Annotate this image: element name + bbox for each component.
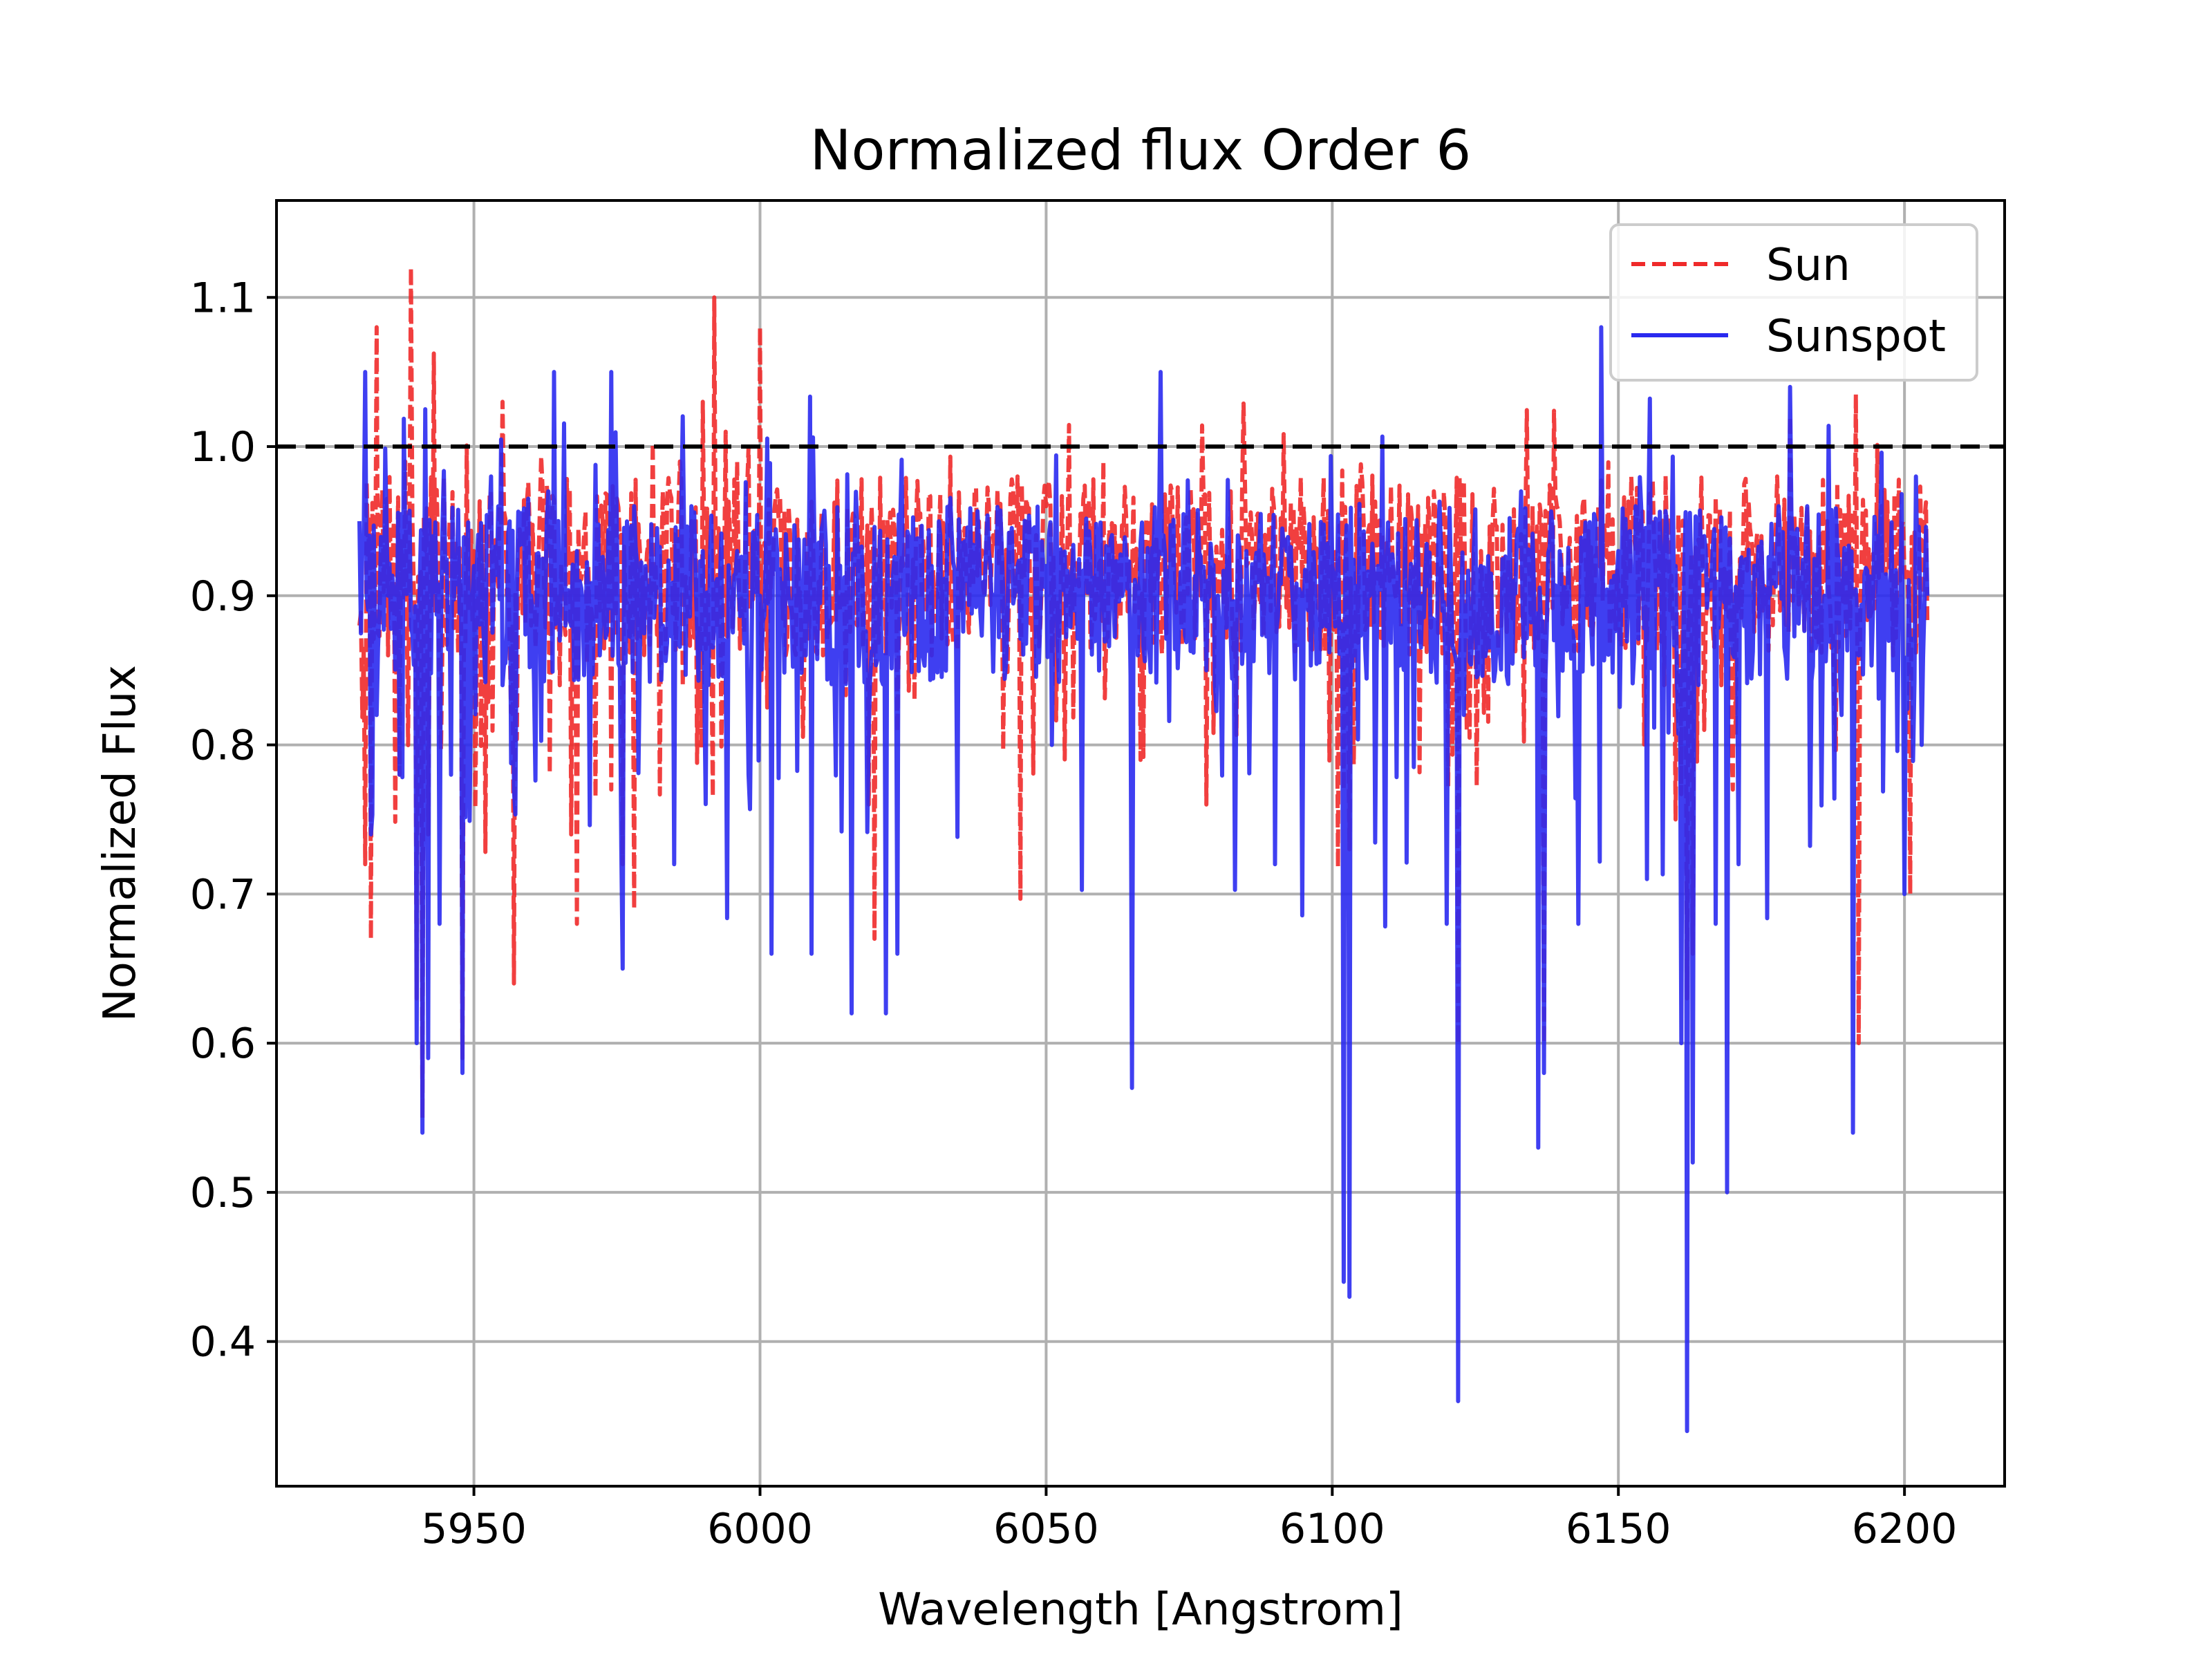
legend-label-sun: Sun [1766, 240, 1850, 291]
y-tick-label: 0.4 [190, 1318, 256, 1367]
chart-title: Normalized flux Order 6 [810, 118, 1472, 182]
legend: Sun Sunspot [1609, 223, 1978, 382]
y-tick-label: 1.0 [190, 423, 256, 471]
y-tick-label: 0.6 [190, 1020, 256, 1068]
x-tick-label: 6100 [1280, 1505, 1385, 1553]
series-layer [357, 265, 1930, 1434]
legend-label-sunspot: Sunspot [1766, 311, 1946, 362]
plot-area [276, 200, 2005, 1486]
x-tick-label: 6200 [1852, 1505, 1958, 1553]
y-axis-label: Normalized Flux [95, 665, 146, 1022]
y-tick-label: 0.5 [190, 1169, 256, 1217]
x-axis: 5950 6000 6050 6100 6150 6200 [421, 1486, 1957, 1553]
y-tick-label: 0.7 [190, 870, 256, 919]
x-tick-label: 6050 [993, 1505, 1099, 1553]
series-line-sun [357, 265, 1930, 1120]
plot-frame [275, 199, 2006, 1488]
y-tick-label: 0.8 [190, 722, 256, 770]
y-axis: 0.4 0.5 0.6 0.7 0.8 0.9 1.0 1.1 [190, 274, 276, 1367]
y-tick-label: 0.9 [190, 572, 256, 621]
y-tick-label: 1.1 [190, 274, 256, 322]
x-tick-label: 6000 [707, 1505, 813, 1553]
x-tick-label: 6150 [1566, 1505, 1671, 1553]
x-axis-label: Wavelength [Angstrom] [878, 1584, 1403, 1635]
series-line-sunspot [357, 325, 1930, 1434]
x-tick-label: 5950 [421, 1505, 527, 1553]
